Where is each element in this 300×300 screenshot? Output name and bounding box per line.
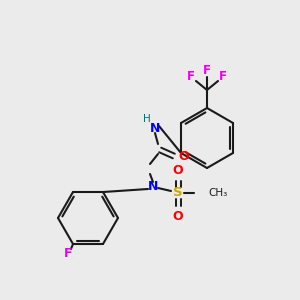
Text: N: N <box>148 181 158 194</box>
Text: CH₃: CH₃ <box>208 188 227 198</box>
Text: O: O <box>173 164 183 178</box>
Text: N: N <box>150 122 160 134</box>
Text: O: O <box>173 209 183 223</box>
Text: F: F <box>187 70 195 83</box>
Text: F: F <box>219 70 227 83</box>
Text: S: S <box>173 187 183 200</box>
Text: F: F <box>203 64 211 76</box>
Text: H: H <box>143 114 151 124</box>
Text: F: F <box>64 248 72 260</box>
Text: O: O <box>179 151 189 164</box>
